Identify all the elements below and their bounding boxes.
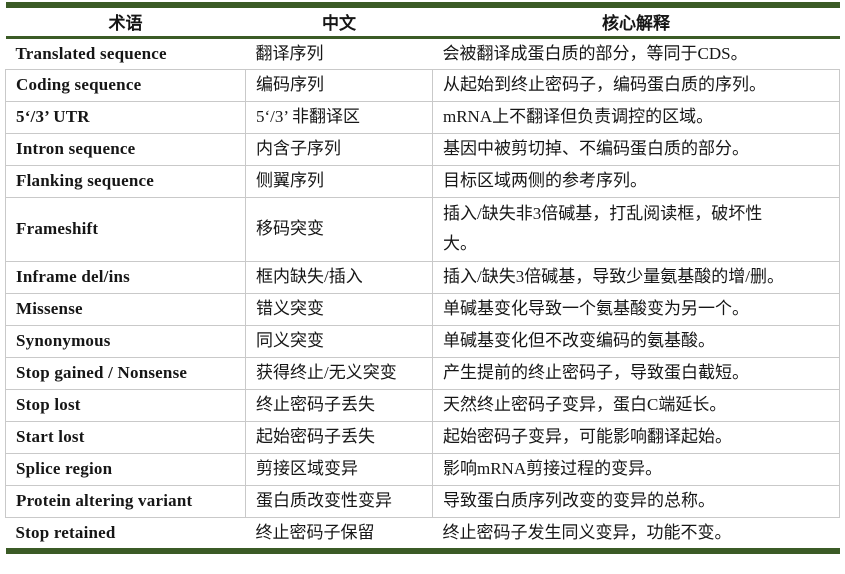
explanation-cell: 会被翻译成蛋白质的部分，等同于CDS。 — [432, 36, 840, 70]
chinese-cell: 错义突变 — [245, 292, 433, 326]
table-row: Stop gained / Nonsense 获得终止/无义突变 产生提前的终止密码… — [5, 356, 840, 390]
explanation-cell: 从起始到终止密码子，编码蛋白质的序列。 — [432, 68, 840, 102]
chinese-cell: 获得终止/无义突变 — [245, 356, 433, 390]
term-cell: 5‘/3’ UTR — [5, 100, 246, 134]
chinese-cell: 蛋白质改变性变异 — [245, 484, 433, 518]
explanation-cell: 目标区域两侧的参考序列。 — [432, 164, 840, 198]
explanation-cell: 天然终止密码子变异，蛋白C端延长。 — [432, 388, 840, 422]
term-cell: Splice region — [5, 452, 246, 486]
term-cell: Protein altering variant — [5, 484, 246, 518]
term-cell: Start lost — [5, 420, 246, 454]
chinese-cell: 翻译序列 — [245, 36, 433, 70]
term-cell: Coding sequence — [5, 68, 246, 102]
table-row: Synonymous 同义突变 单碱基变化但不改变编码的氨基酸。 — [5, 324, 840, 358]
table-row: Splice region 剪接区域变异 影响mRNA剪接过程的变异。 — [5, 452, 840, 486]
chinese-cell: 5‘/3’ 非翻译区 — [245, 100, 433, 134]
explanation-cell: 影响mRNA剪接过程的变异。 — [432, 452, 840, 486]
explanation-cell: 插入/缺失非3倍碱基，打乱阅读框，破坏性 大。 — [432, 196, 840, 262]
term-cell: Translated sequence — [5, 36, 246, 70]
explanation-cell: 单碱基变化但不改变编码的氨基酸。 — [432, 324, 840, 358]
explanation-cell: 基因中被剪切掉、不编码蛋白质的部分。 — [432, 132, 840, 166]
chinese-cell: 终止密码子保留 — [245, 516, 433, 551]
explanation-cell: 插入/缺失3倍碱基，导致少量氨基酸的增/删。 — [432, 260, 840, 294]
term-cell: Missense — [5, 292, 246, 326]
chinese-cell: 终止密码子丢失 — [245, 388, 433, 422]
explanation-cell: 终止密码子发生同义变异，功能不变。 — [432, 516, 840, 551]
table-row: Stop lost 终止密码子丢失 天然终止密码子变异，蛋白C端延长。 — [5, 388, 840, 422]
term-cell: Intron sequence — [5, 132, 246, 166]
explanation-cell: 起始密码子变异，可能影响翻译起始。 — [432, 420, 840, 454]
glossary-table: 术语 中文 核心解释 Translated sequence 翻译序列 会被翻译成蛋… — [5, 2, 840, 554]
explanation-cell: 导致蛋白质序列改变的变异的总称。 — [432, 484, 840, 518]
chinese-cell: 内含子序列 — [245, 132, 433, 166]
table-row: Frameshift 移码突变 插入/缺失非3倍碱基，打乱阅读框，破坏性 大。 — [5, 196, 840, 262]
term-cell: Stop retained — [5, 516, 246, 551]
table-row: Translated sequence 翻译序列 会被翻译成蛋白质的部分，等同于CD… — [5, 36, 840, 70]
col-header-explanation: 核心解释 — [432, 5, 840, 39]
term-cell: Synonymous — [5, 324, 246, 358]
table-row: Coding sequence 编码序列 从起始到终止密码子，编码蛋白质的序列。 — [5, 68, 840, 102]
chinese-cell: 编码序列 — [245, 68, 433, 102]
table-body: Translated sequence 翻译序列 会被翻译成蛋白质的部分，等同于CD… — [5, 36, 840, 551]
term-cell: Flanking sequence — [5, 164, 246, 198]
table-row: Start lost 起始密码子丢失 起始密码子变异，可能影响翻译起始。 — [5, 420, 840, 454]
table-row: Intron sequence 内含子序列 基因中被剪切掉、不编码蛋白质的部分。 — [5, 132, 840, 166]
table-row: Missense 错义突变 单碱基变化导致一个氨基酸变为另一个。 — [5, 292, 840, 326]
table-row: 5‘/3’ UTR 5‘/3’ 非翻译区 mRNA上不翻译但负责调控的区域。 — [5, 100, 840, 134]
table-row: Protein altering variant 蛋白质改变性变异 导致蛋白质序列改… — [5, 484, 840, 518]
header-row: 术语 中文 核心解释 — [5, 5, 840, 39]
explanation-cell: 产生提前的终止密码子，导致蛋白截短。 — [432, 356, 840, 390]
chinese-cell: 侧翼序列 — [245, 164, 433, 198]
term-cell: Stop gained / Nonsense — [5, 356, 246, 390]
term-cell: Frameshift — [5, 196, 246, 262]
chinese-cell: 剪接区域变异 — [245, 452, 433, 486]
term-cell: Stop lost — [5, 388, 246, 422]
chinese-cell: 移码突变 — [245, 196, 433, 262]
chinese-cell: 起始密码子丢失 — [245, 420, 433, 454]
table-row: Flanking sequence 侧翼序列 目标区域两侧的参考序列。 — [5, 164, 840, 198]
explanation-cell: mRNA上不翻译但负责调控的区域。 — [432, 100, 840, 134]
chinese-cell: 框内缺失/插入 — [245, 260, 433, 294]
table-row: Inframe del/ins 框内缺失/插入 插入/缺失3倍碱基，导致少量氨基酸的… — [5, 260, 840, 294]
table-row: Stop retained 终止密码子保留 终止密码子发生同义变异，功能不变。 — [5, 516, 840, 551]
col-header-term: 术语 — [5, 5, 246, 39]
chinese-cell: 同义突变 — [245, 324, 433, 358]
col-header-chinese: 中文 — [245, 5, 433, 39]
term-cell: Inframe del/ins — [5, 260, 246, 294]
explanation-cell: 单碱基变化导致一个氨基酸变为另一个。 — [432, 292, 840, 326]
